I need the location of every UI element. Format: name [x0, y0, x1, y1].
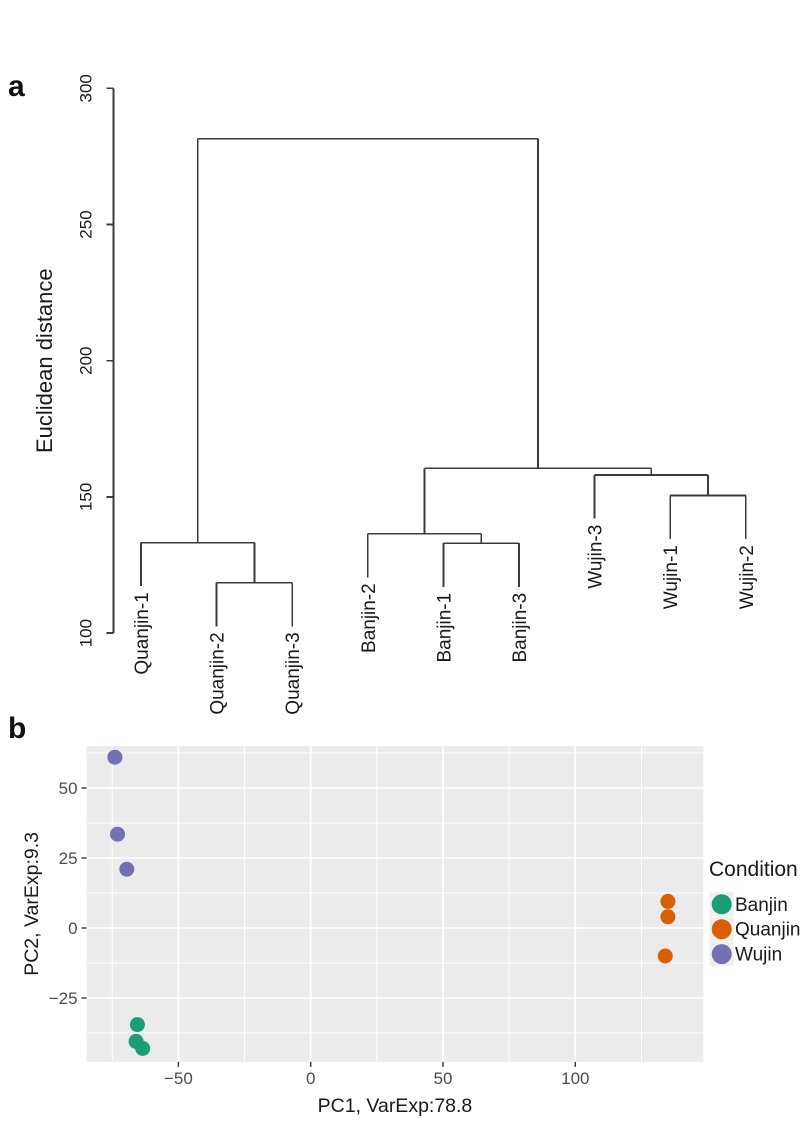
leaf-label: Banjin-3 — [510, 593, 531, 663]
pca-scatter-panel: −50 0 50 100 50 25 0 −25 PC1, VarExp:78.8 PC2, Va… — [21, 746, 800, 1117]
y-axis-title: PC2, VarExp:9.3 — [21, 832, 43, 976]
y-axis-tick-label: 25 — [59, 849, 78, 868]
distance-axis-tick-label: 250 — [76, 210, 95, 238]
plot-panel-background — [86, 746, 704, 1062]
x-axis-title: PC1, VarExp:78.8 — [318, 1095, 473, 1117]
leaf-label: Wujin-3 — [586, 525, 607, 589]
y-axis-tick-label: 50 — [59, 779, 78, 798]
scatter-point-wujin — [107, 749, 123, 765]
distance-axis-tick-label: 100 — [76, 619, 95, 647]
x-axis-tick-label: 0 — [306, 1069, 315, 1088]
scatter-point-wujin — [119, 861, 135, 877]
scatter-point-quanjin — [660, 893, 676, 909]
scatter-point-quanjin — [657, 948, 673, 964]
x-axis-tick-label: −50 — [164, 1069, 193, 1088]
leaf-label: Quanjin-3 — [283, 632, 304, 714]
distance-axis-title: Euclidean distance — [32, 268, 57, 453]
leaf-label: Wujin-1 — [661, 545, 682, 609]
y-axis-tick-label: −25 — [49, 989, 78, 1008]
legend-entry-label: Banjin — [735, 895, 788, 916]
x-axis-tick-label: 100 — [561, 1069, 589, 1088]
scatter-point-banjin — [129, 1017, 145, 1033]
legend-key-dot-wujin — [711, 944, 732, 965]
panel-b-label: b — [8, 712, 27, 745]
y-axis-tick-label: 0 — [68, 919, 77, 938]
distance-axis-tick-label: 150 — [76, 483, 95, 511]
legend-entry-label: Quanjin — [735, 920, 800, 941]
leaf-label: Quanjin-2 — [208, 632, 229, 714]
panel-a-label: a — [8, 70, 25, 103]
leaf-label: Banjin-2 — [359, 583, 380, 653]
legend-entry-label: Wujin — [735, 945, 782, 966]
legend-key-dot-banjin — [711, 894, 732, 915]
legend-key-dot-quanjin — [711, 919, 732, 940]
leaf-label: Quanjin-1 — [132, 592, 153, 674]
distance-axis-tick-label: 200 — [76, 347, 95, 375]
scatter-point-banjin — [135, 1040, 151, 1056]
leaf-label: Banjin-1 — [434, 593, 455, 663]
scatter-point-quanjin — [660, 909, 676, 925]
legend-title: Condition — [709, 858, 798, 881]
dendrogram-panel: 300 250 200 150 100 Euclidean distance Quanjin… — [32, 74, 758, 715]
leaf-label: Wujin-2 — [737, 545, 758, 609]
scatter-point-wujin — [110, 826, 126, 842]
x-axis-tick-label: 50 — [434, 1069, 453, 1088]
distance-axis-tick-label: 300 — [76, 74, 95, 102]
